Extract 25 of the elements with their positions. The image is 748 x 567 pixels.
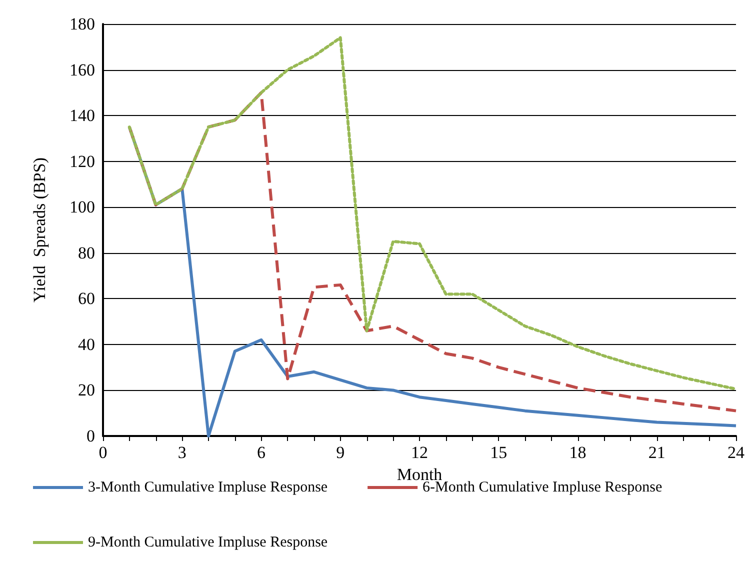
x-tick-label: 15 [490,443,508,462]
y-tick-label: 140 [70,106,95,126]
y-tick-label: 20 [78,380,95,400]
x-tick-label: 12 [411,443,428,462]
line-series [128,36,738,391]
y-tick-label: 120 [70,152,95,171]
legend-label: 6-Month Cumulative Impluse Response [422,480,662,496]
y-tick-label: 60 [78,289,95,308]
legend-label: 9-Month Cumulative Impluse Response [88,534,328,550]
x-tick-label: 0 [98,443,108,462]
x-tick-label: 24 [728,443,745,462]
legend-label: 3-Month Cumulative Impluse Response [88,480,328,496]
y-tick-label: 100 [70,198,95,217]
y-tick-label: 180 [70,14,95,34]
line-series [128,91,738,412]
y-tick-label: 40 [78,334,95,354]
x-tick-label: 3 [178,443,186,462]
y-tick-label: 80 [78,243,95,262]
y-tick-label: 0 [86,426,95,446]
x-tick-label: 9 [336,443,345,462]
y-tick-label: 160 [70,60,95,80]
y-axis-title: Yield Spreads (BPS) [30,158,49,302]
x-tick-label: 18 [569,443,586,462]
x-tick-label: 6 [257,443,266,462]
x-tick-label: 21 [648,443,666,462]
